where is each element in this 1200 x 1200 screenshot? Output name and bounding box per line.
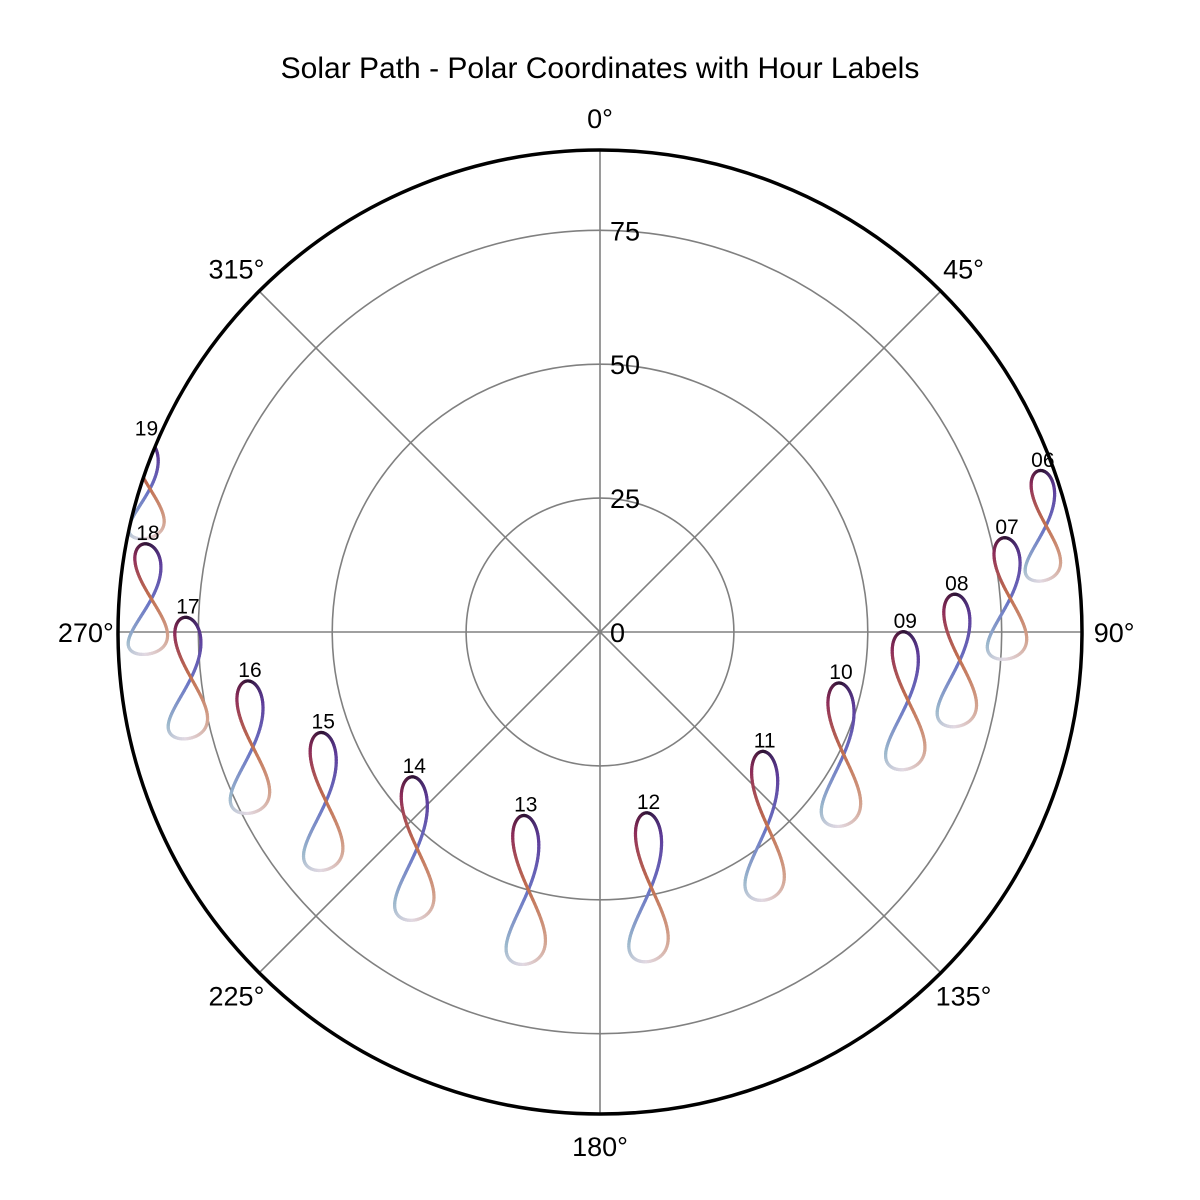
analemma-segment	[136, 439, 141, 444]
axis-tick-labels: 0 25 50 75 0° 45° 90° 135° 180° 225° 270° 315°	[58, 104, 1135, 1162]
chart-title: Solar Path - Polar Coordinates with Hour…	[281, 52, 920, 85]
analemma-segment	[135, 440, 140, 445]
analemma-segment	[148, 439, 153, 444]
analemma-segment	[151, 442, 156, 447]
analemma-segment	[134, 459, 139, 465]
theta-grid-line	[599, 631, 942, 974]
hour-label: 13	[514, 794, 537, 817]
hour-label: 12	[637, 791, 660, 814]
analemma-segment	[150, 441, 155, 446]
analemma-segment	[134, 441, 139, 446]
theta-tick-label: 180°	[572, 1132, 628, 1162]
hour-label: 19	[135, 417, 158, 440]
theta-tick-label: 135°	[936, 982, 992, 1012]
analemma-segment	[138, 468, 143, 475]
theta-tick-label: 225°	[209, 982, 265, 1012]
theta-tick-label: 270°	[58, 618, 114, 648]
theta-grid-line	[258, 631, 601, 974]
hour-label: 18	[136, 522, 159, 545]
hour-label: 16	[238, 659, 261, 682]
r-tick-label: 0	[610, 618, 625, 648]
analemma-segment	[136, 439, 141, 443]
theta-tick-label: 90°	[1094, 618, 1135, 648]
hour-label: 10	[829, 661, 852, 684]
theta-grid-line	[599, 290, 942, 633]
analemma-segment	[149, 440, 154, 445]
analemma-segment	[135, 461, 140, 468]
r-tick-label: 50	[610, 350, 640, 380]
analemma-segment	[139, 471, 144, 477]
analemma-segment	[137, 466, 142, 472]
hour-label: 09	[894, 610, 917, 633]
analemma-segment	[136, 464, 141, 470]
hour-label: 08	[945, 572, 968, 595]
polar-grid	[118, 150, 1082, 1114]
theta-grid-line	[258, 290, 601, 633]
r-tick-label: 75	[610, 216, 640, 246]
polar-frame	[116, 148, 1084, 1116]
theta-tick-label: 0°	[587, 104, 613, 134]
hour-label: 14	[403, 755, 427, 778]
analemma-segment	[134, 457, 138, 463]
theta-tick-label: 315°	[209, 254, 265, 284]
hour-label: 15	[312, 711, 335, 734]
theta-tick-label: 45°	[943, 254, 984, 284]
analemma-segment	[134, 442, 138, 448]
hour-label: 07	[995, 516, 1018, 539]
analemma-curves	[126, 437, 1063, 967]
r-tick-label: 25	[610, 484, 640, 514]
hour-label: 11	[754, 730, 776, 753]
hour-label: 17	[176, 596, 199, 619]
